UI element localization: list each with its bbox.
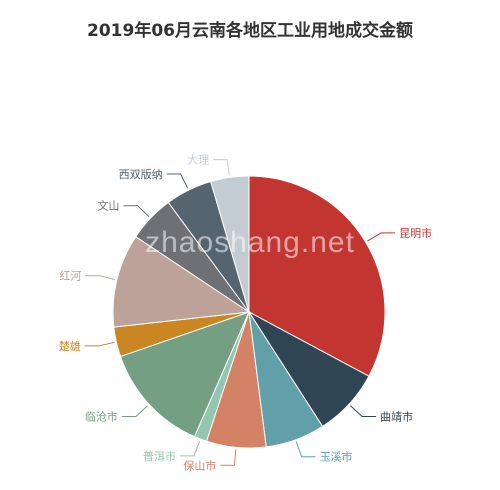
leader-line-3 <box>220 449 237 466</box>
slice-label-4: 普洱市 <box>143 449 176 463</box>
slice-label-1: 曲靖市 <box>380 409 413 423</box>
leader-line-6 <box>84 341 115 347</box>
leader-line-1 <box>350 405 377 417</box>
slice-label-2: 玉溪市 <box>320 450 353 464</box>
slice-label-3: 保山市 <box>183 458 216 472</box>
slice-label-6: 楚雄 <box>59 339 81 353</box>
slice-label-0: 昆明市 <box>399 226 432 240</box>
leader-line-7 <box>85 275 116 280</box>
slice-label-8: 文山 <box>98 199 120 213</box>
leader-line-4 <box>180 440 201 457</box>
pie-slice-0[interactable] <box>248 175 386 377</box>
leader-line-9 <box>166 173 189 189</box>
slice-label-5: 临沧市 <box>85 409 118 423</box>
chart-title: 2019年06月云南各地区工业用地成交金额 <box>87 21 413 41</box>
pie-slice-7[interactable] <box>112 235 251 328</box>
leader-line-10 <box>213 159 230 176</box>
leader-line-8 <box>123 205 150 218</box>
slice-label-9: 西双版纳 <box>119 167 163 181</box>
leader-line-2 <box>295 441 316 458</box>
pie-slice-5[interactable] <box>119 311 250 438</box>
slice-label-10: 大理 <box>187 153 209 167</box>
leader-line-5 <box>121 405 148 417</box>
slice-label-7: 红河 <box>59 270 81 283</box>
pie-slice-10[interactable] <box>210 175 250 313</box>
leader-line-0 <box>367 232 396 242</box>
